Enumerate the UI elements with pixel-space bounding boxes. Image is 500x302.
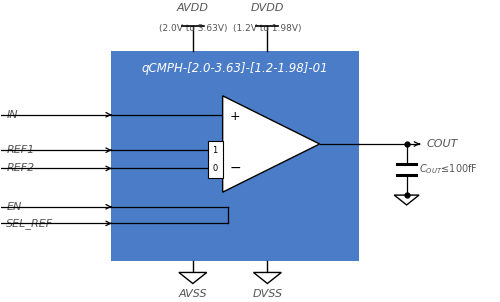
Polygon shape [179,272,206,284]
Text: 0: 0 [212,164,218,173]
Text: IN: IN [6,110,18,120]
Polygon shape [254,272,281,284]
Text: AVSS: AVSS [178,288,207,299]
Text: (1.2V to 1.98V): (1.2V to 1.98V) [233,24,302,33]
Polygon shape [394,195,419,205]
Polygon shape [222,96,320,192]
Text: $C_{OUT}$≤100fF: $C_{OUT}$≤100fF [419,163,478,176]
Text: qCMPH-[2.0-3.63]-[1.2-1.98]-01: qCMPH-[2.0-3.63]-[1.2-1.98]-01 [142,62,328,75]
Bar [111,50,360,261]
Bar [208,141,222,178]
Text: REF2: REF2 [6,163,34,173]
Text: DVSS: DVSS [252,288,282,299]
Text: COUT: COUT [426,139,458,149]
Text: AVDD: AVDD [177,3,209,13]
Text: DVDD: DVDD [250,3,284,13]
Text: −: − [230,160,241,174]
Text: 1: 1 [212,146,218,155]
Text: SEL_REF: SEL_REF [6,218,54,229]
Text: REF1: REF1 [6,145,34,155]
Text: +: + [230,110,240,123]
Text: EN: EN [6,202,22,212]
Text: (2.0V to 3.63V): (2.0V to 3.63V) [158,24,227,33]
